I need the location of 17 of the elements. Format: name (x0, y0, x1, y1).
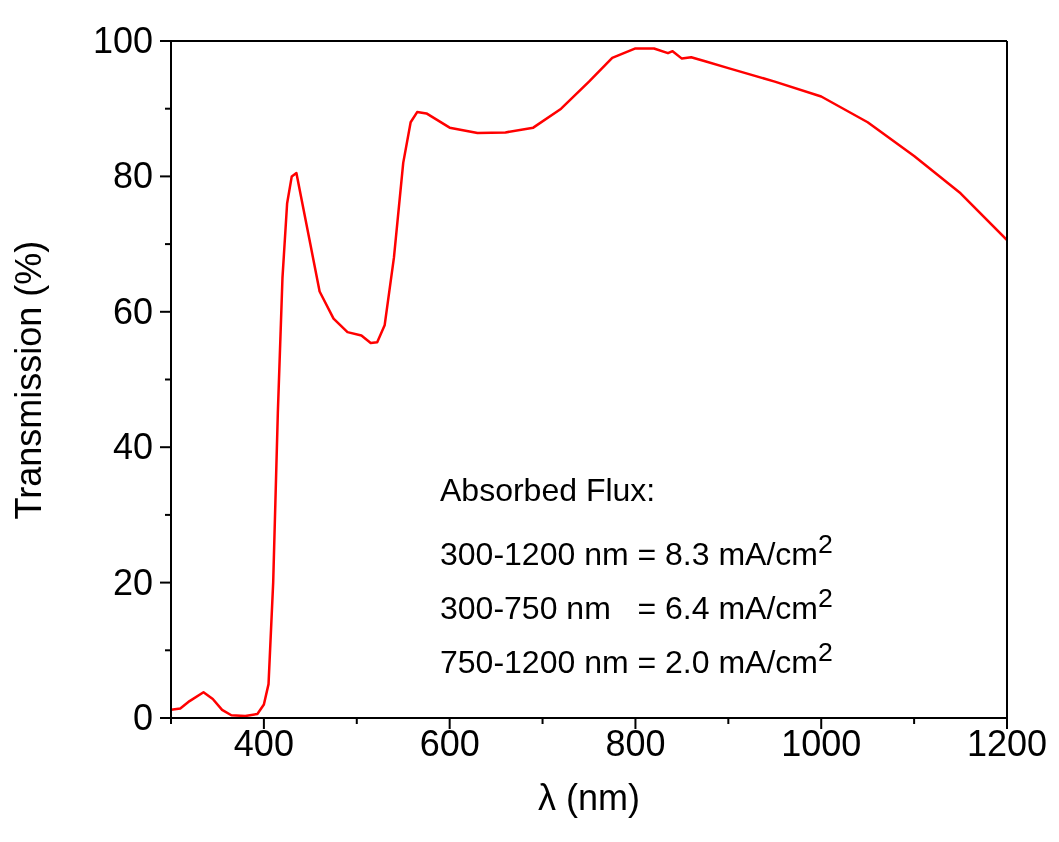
y-tick-label: 100 (92, 20, 153, 61)
y-tick-label: 60 (112, 290, 153, 332)
annotation: 300-1200 nm = 8.3 mA/cm$^{2}$ (440, 528, 833, 572)
annotation: Absorbed Flux: (440, 471, 657, 510)
x-axis-title: λ (nm) (538, 777, 640, 818)
y-tick-label: 20 (112, 561, 153, 603)
x-tick-label: 400 (233, 723, 294, 764)
annotation: 300-750 nm = 6.4 mA/cm$^{2}$ (440, 582, 833, 626)
annotation: 750-1200 nm = 2.0 mA/cm$^{2}$ (440, 636, 833, 680)
y-tick-label: 0 (132, 697, 153, 738)
x-tick-label: 600 (419, 723, 480, 764)
y-tick-label: 80 (112, 155, 153, 197)
x-tick-label: 1000 (781, 723, 862, 764)
x-tick-label: 800 (605, 723, 666, 764)
x-tick-label: 1200 (966, 723, 1048, 764)
y-tick-label: 40 (112, 426, 153, 468)
y-axis-title: Transmission (%) (7, 240, 49, 520)
